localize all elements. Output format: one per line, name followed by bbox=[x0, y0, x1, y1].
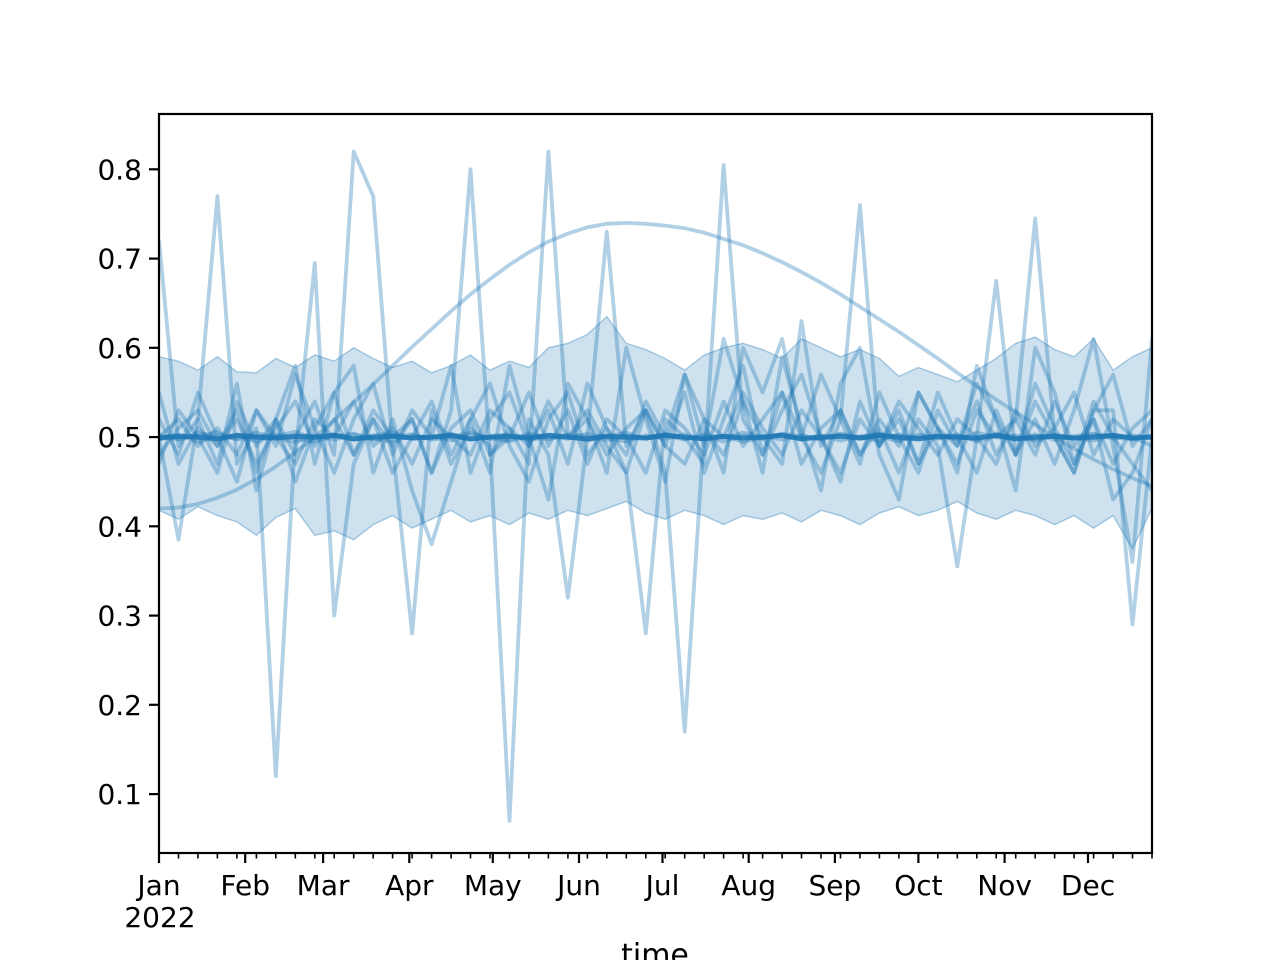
y-tick-label: 0.1 bbox=[97, 778, 142, 811]
x-tick-label: Mar bbox=[297, 869, 350, 902]
x-tick-label: Jan bbox=[135, 869, 180, 902]
y-tick-label: 0.2 bbox=[97, 689, 142, 722]
x-axis-label: time bbox=[621, 938, 689, 960]
x-tick-label: Oct bbox=[894, 869, 942, 902]
series-line-member-1 bbox=[159, 149, 1152, 779]
axes-spines bbox=[157, 112, 1154, 855]
x-tick-label: Nov bbox=[977, 869, 1032, 902]
series-line-member-3 bbox=[159, 336, 1152, 547]
series-line-seasonal-smooth bbox=[159, 220, 1152, 511]
x-axis-year-label: 2022 bbox=[124, 901, 196, 934]
series-line-member-4 bbox=[159, 390, 1152, 475]
x-tick-label: Feb bbox=[220, 869, 270, 902]
plot-area bbox=[159, 149, 1152, 823]
x-tick-label: Jul bbox=[644, 869, 680, 902]
uncertainty-band bbox=[159, 315, 1152, 551]
series-line-member-7 bbox=[159, 363, 1152, 493]
x-tick-label: Apr bbox=[385, 869, 434, 902]
series-line-member-2 bbox=[159, 229, 1152, 823]
x-tick-label: Jun bbox=[555, 869, 601, 902]
y-tick-label: 0.8 bbox=[97, 153, 142, 186]
y-tick-label: 0.6 bbox=[97, 332, 142, 365]
y-tick-label: 0.7 bbox=[97, 243, 142, 276]
mean-line bbox=[159, 432, 1152, 442]
y-tick-label: 0.5 bbox=[97, 421, 142, 454]
series-line-member-6 bbox=[159, 336, 1152, 484]
axes: Jan Feb Mar Apr May Jun Jul Aug Sep Oct Nov Dec 0.1 0… bbox=[97, 112, 1154, 902]
x-tick-label: Dec bbox=[1061, 869, 1115, 902]
y-tick-label: 0.3 bbox=[97, 600, 142, 633]
y-tick-label: 0.4 bbox=[97, 510, 142, 543]
x-tick-label: May bbox=[464, 869, 522, 902]
x-tick-label: Sep bbox=[809, 869, 862, 902]
x-tick-label: Aug bbox=[721, 869, 776, 902]
series-line-member-5 bbox=[159, 390, 1152, 475]
